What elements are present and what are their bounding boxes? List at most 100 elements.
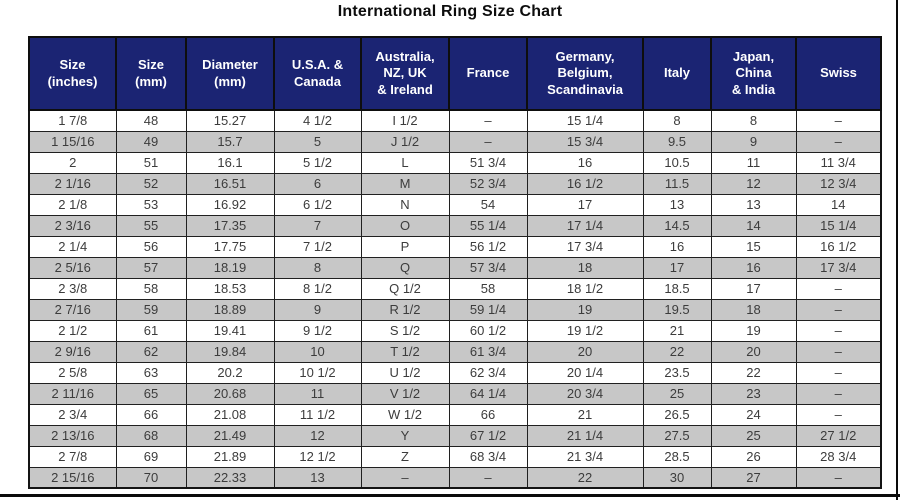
cell-italy: 26.5 xyxy=(642,403,712,426)
cell-usa-canada: 8 xyxy=(273,256,362,279)
cell-size-inches: 2 1/16 xyxy=(28,172,117,195)
table-row: 2 7/8 69 21.89 12 1/2 Z 68 3/4 21 3/4 28.5 26 28 … xyxy=(28,445,882,468)
cell-swiss: – xyxy=(795,361,882,384)
cell-usa-canada: 12 xyxy=(273,424,362,447)
table-row: 2 11/16 65 20.68 11 V 1/2 64 1/4 20 3/4 25 23– xyxy=(28,382,882,405)
cell-size-mm: 51 xyxy=(115,151,187,174)
cell-france: 66 xyxy=(448,403,528,426)
table-row: 2 1/16 52 16.51 6 M 52 3/4 16 1/2 11.5 12 12 3/4 xyxy=(28,172,882,195)
cell-usa-canada: 7 1/2 xyxy=(273,235,362,258)
cell-japan-china-india: 9 xyxy=(710,130,797,153)
cell-diameter-mm: 15.7 xyxy=(185,130,275,153)
cell-size-inches: 2 7/16 xyxy=(28,298,117,321)
cell-swiss: 14 xyxy=(795,193,882,216)
cell-france: 56 1/2 xyxy=(448,235,528,258)
cell-size-mm: 61 xyxy=(115,319,187,342)
cell-usa-canada: 7 xyxy=(273,214,362,237)
cell-diameter-mm: 16.51 xyxy=(185,172,275,195)
cell-size-mm: 68 xyxy=(115,424,187,447)
cell-italy: 8 xyxy=(642,109,712,132)
cell-usa-canada: 11 1/2 xyxy=(273,403,362,426)
cell-italy: 22 xyxy=(642,340,712,363)
cell-diameter-mm: 17.35 xyxy=(185,214,275,237)
cell-usa-canada: 5 xyxy=(273,130,362,153)
cell-usa-canada: 10 1/2 xyxy=(273,361,362,384)
cell-italy: 11.5 xyxy=(642,172,712,195)
cell-germany-belgium-scandinavia: 15 1/4 xyxy=(526,109,644,132)
cell-size-inches: 2 3/8 xyxy=(28,277,117,300)
cell-australia-nz-uk-ireland: W 1/2 xyxy=(360,403,450,426)
table-row: 2 15/16 70 22.33 13– –22 30 27– xyxy=(28,466,882,489)
table-row: 2 1/4 56 17.75 7 1/2 P 56 1/2 17 3/4 16 15 16 1/2 xyxy=(28,235,882,258)
table-row: 2 3/4 66 21.08 11 1/2 W 1/2 66 21 26.5 24– xyxy=(28,403,882,426)
cell-australia-nz-uk-ireland: U 1/2 xyxy=(360,361,450,384)
cell-germany-belgium-scandinavia: 21 1/4 xyxy=(526,424,644,447)
cell-japan-china-india: 14 xyxy=(710,214,797,237)
cell-swiss: 17 3/4 xyxy=(795,256,882,279)
cell-japan-china-india: 24 xyxy=(710,403,797,426)
cell-size-inches: 1 7/8 xyxy=(28,109,117,132)
cell-size-inches: 2 5/16 xyxy=(28,256,117,279)
cell-italy: 9.5 xyxy=(642,130,712,153)
cell-diameter-mm: 22.33 xyxy=(185,466,275,489)
cell-japan-china-india: 25 xyxy=(710,424,797,447)
column-header-size-inches: Size (inches) xyxy=(28,36,117,111)
cell-usa-canada: 9 xyxy=(273,298,362,321)
cell-swiss: – xyxy=(795,130,882,153)
cell-italy: 18.5 xyxy=(642,277,712,300)
cell-size-inches: 2 1/4 xyxy=(28,235,117,258)
cell-japan-china-india: 13 xyxy=(710,193,797,216)
cell-italy: 14.5 xyxy=(642,214,712,237)
cell-size-inches: 2 3/4 xyxy=(28,403,117,426)
cell-diameter-mm: 21.08 xyxy=(185,403,275,426)
frame-bottom-border xyxy=(0,494,900,497)
cell-size-mm: 62 xyxy=(115,340,187,363)
cell-italy: 30 xyxy=(642,466,712,489)
cell-size-mm: 56 xyxy=(115,235,187,258)
cell-australia-nz-uk-ireland: O xyxy=(360,214,450,237)
cell-australia-nz-uk-ireland: Y xyxy=(360,424,450,447)
cell-swiss: – xyxy=(795,340,882,363)
cell-australia-nz-uk-ireland: I 1/2 xyxy=(360,109,450,132)
cell-size-inches: 2 5/8 xyxy=(28,361,117,384)
cell-usa-canada: 12 1/2 xyxy=(273,445,362,468)
cell-japan-china-india: 19 xyxy=(710,319,797,342)
cell-italy: 23.5 xyxy=(642,361,712,384)
cell-swiss: 27 1/2 xyxy=(795,424,882,447)
table-row: 2 7/16 59 18.89 9 R 1/2 59 1/4 19 19.5 18– xyxy=(28,298,882,321)
cell-swiss: – xyxy=(795,403,882,426)
cell-size-inches: 1 15/16 xyxy=(28,130,117,153)
table-row: 2 1/2 61 19.41 9 1/2 S 1/2 60 1/2 19 1/2 21 19– xyxy=(28,319,882,342)
cell-japan-china-india: 16 xyxy=(710,256,797,279)
cell-swiss: – xyxy=(795,277,882,300)
cell-usa-canada: 5 1/2 xyxy=(273,151,362,174)
cell-swiss: – xyxy=(795,382,882,405)
cell-germany-belgium-scandinavia: 17 xyxy=(526,193,644,216)
cell-france: 64 1/4 xyxy=(448,382,528,405)
cell-france: – xyxy=(448,466,528,489)
cell-italy: 16 xyxy=(642,235,712,258)
cell-swiss: 28 3/4 xyxy=(795,445,882,468)
cell-diameter-mm: 18.19 xyxy=(185,256,275,279)
cell-size-mm: 53 xyxy=(115,193,187,216)
cell-size-mm: 58 xyxy=(115,277,187,300)
cell-swiss: – xyxy=(795,319,882,342)
cell-germany-belgium-scandinavia: 20 xyxy=(526,340,644,363)
column-header-diameter-mm: Diameter (mm) xyxy=(185,36,275,111)
cell-germany-belgium-scandinavia: 18 1/2 xyxy=(526,277,644,300)
cell-france: 59 1/4 xyxy=(448,298,528,321)
cell-swiss: – xyxy=(795,298,882,321)
cell-japan-china-india: 26 xyxy=(710,445,797,468)
column-header-germany-belgium-scandinavia: Germany, Belgium, Scandinavia xyxy=(526,36,644,111)
cell-france: 57 3/4 xyxy=(448,256,528,279)
cell-usa-canada: 10 xyxy=(273,340,362,363)
cell-size-inches: 2 1/2 xyxy=(28,319,117,342)
cell-japan-china-india: 15 xyxy=(710,235,797,258)
cell-usa-canada: 4 1/2 xyxy=(273,109,362,132)
cell-usa-canada: 11 xyxy=(273,382,362,405)
table-row: 2 51 16.1 5 1/2 L 51 3/4 16 10.5 11 11 3/4 xyxy=(28,151,882,174)
cell-australia-nz-uk-ireland: S 1/2 xyxy=(360,319,450,342)
cell-usa-canada: 6 1/2 xyxy=(273,193,362,216)
cell-japan-china-india: 27 xyxy=(710,466,797,489)
table-row: 2 3/16 55 17.35 7 O 55 1/4 17 1/4 14.5 14 15 1/4 xyxy=(28,214,882,237)
